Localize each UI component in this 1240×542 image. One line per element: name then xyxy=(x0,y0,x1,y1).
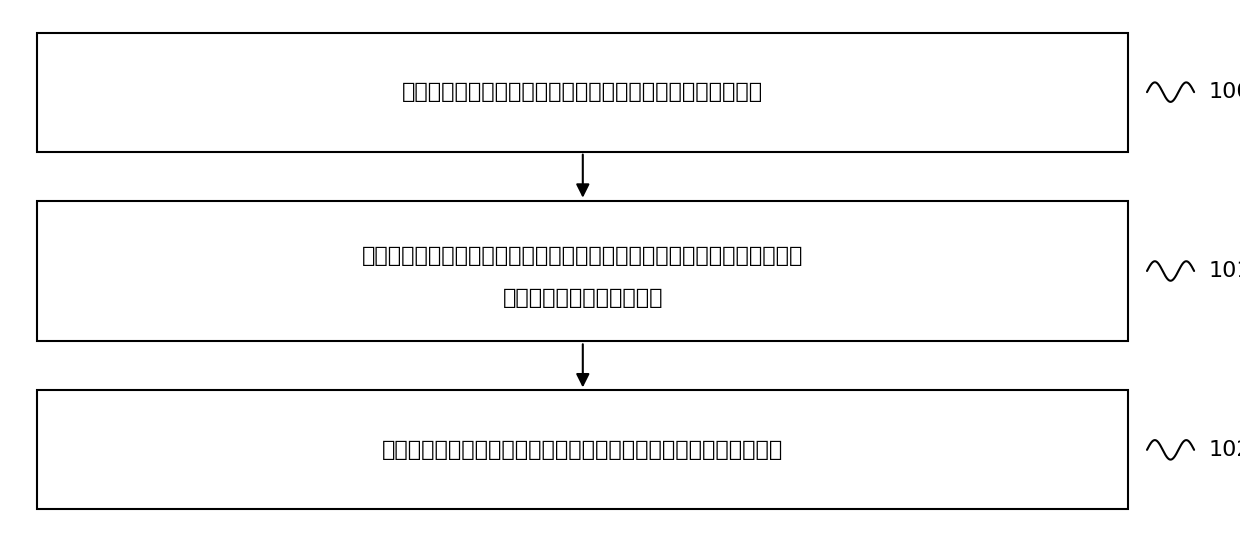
Text: 100: 100 xyxy=(1209,82,1240,102)
FancyBboxPatch shape xyxy=(37,390,1128,509)
Text: 将所述经过预处理的钼靶图像输入至预先训练好的胸大肌区域检测模型中，: 将所述经过预处理的钼靶图像输入至预先训练好的胸大肌区域检测模型中， xyxy=(362,246,804,266)
Text: 对待检测的钼靶图像进行预处理，获得经过预处理的钼靶图像: 对待检测的钼靶图像进行预处理，获得经过预处理的钼靶图像 xyxy=(402,82,764,102)
FancyBboxPatch shape xyxy=(37,201,1128,341)
Text: 102: 102 xyxy=(1209,440,1240,460)
Text: 获得胸大肌区域的概率图像: 获得胸大肌区域的概率图像 xyxy=(502,288,663,308)
Text: 101: 101 xyxy=(1209,261,1240,281)
FancyBboxPatch shape xyxy=(37,33,1128,152)
Text: 对所述胸大肌区域的概率图像进行后处理，获得胸大肌区域分割结果: 对所述胸大肌区域的概率图像进行后处理，获得胸大肌区域分割结果 xyxy=(382,440,784,460)
